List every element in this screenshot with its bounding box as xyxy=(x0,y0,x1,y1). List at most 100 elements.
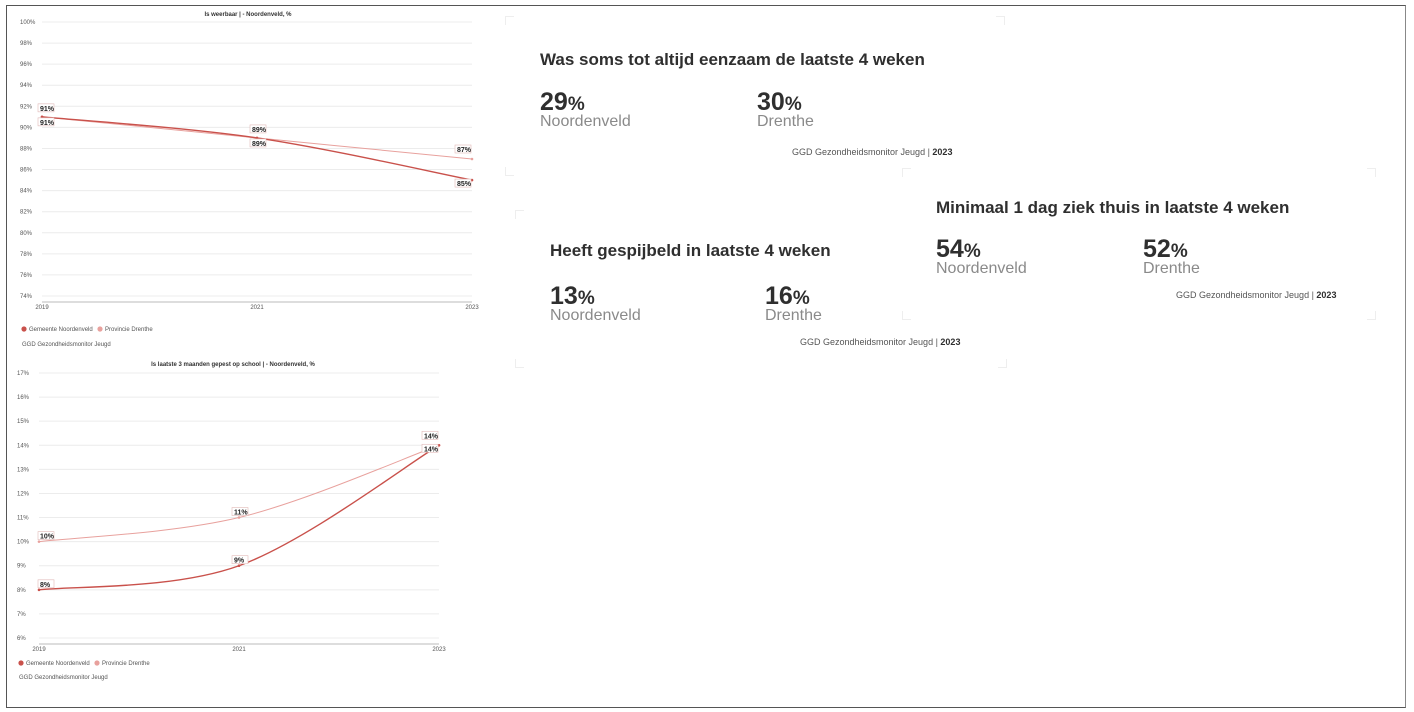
data-label: 89% xyxy=(252,141,267,148)
source-name: GGD Gezondheidsmonitor Jeugd xyxy=(792,147,926,157)
legend-label: Gemeente Noordenveld xyxy=(26,661,90,667)
source-year: 2023 xyxy=(1316,290,1337,300)
chart-source: GGD Gezondheidsmonitor Jeugd xyxy=(22,342,111,348)
y-tick-label: 80% xyxy=(20,231,33,237)
chart-title: Is laatste 3 maanden gepest op school | … xyxy=(151,362,315,368)
legend-marker xyxy=(21,326,27,332)
x-tick-label: 2019 xyxy=(32,647,46,653)
card-source: GGD Gezondheidsmonitor Jeugd | 2023 xyxy=(792,147,953,157)
stat-unit: % xyxy=(963,241,981,262)
y-tick-label: 98% xyxy=(20,41,33,47)
stat-unit: % xyxy=(1170,241,1188,262)
data-point xyxy=(470,178,474,182)
y-tick-label: 90% xyxy=(20,125,33,131)
x-tick-label: 2019 xyxy=(35,305,49,311)
stat-label: Drenthe xyxy=(757,113,814,130)
y-tick-label: 94% xyxy=(20,83,33,89)
data-label: 91% xyxy=(40,106,55,113)
data-label-box xyxy=(249,124,267,134)
source-name: GGD Gezondheidsmonitor Jeugd xyxy=(1176,290,1310,300)
data-point xyxy=(237,564,241,568)
stat-noordenveld: 54% Noordenveld xyxy=(936,235,1027,278)
y-tick-label: 76% xyxy=(20,273,33,279)
y-tick-label: 100% xyxy=(20,20,36,26)
stat-value: 54 xyxy=(936,235,964,263)
chart-source: GGD Gezondheidsmonitor Jeugd xyxy=(19,675,108,681)
stat-label: Drenthe xyxy=(1143,260,1200,277)
data-label-box xyxy=(231,507,249,516)
card-ziek-thuis: Minimaal 1 dag ziek thuis in laatste 4 w… xyxy=(902,168,1376,320)
chart-title: Is weerbaar | - Noordenveld, % xyxy=(204,12,292,18)
card-corner xyxy=(1367,168,1376,177)
stat-noordenveld: 29% Noordenveld xyxy=(540,88,631,131)
card-corner xyxy=(505,167,514,176)
y-tick-label: 8% xyxy=(17,588,26,594)
data-label: 14% xyxy=(424,433,439,440)
data-label: 9% xyxy=(234,558,245,565)
y-tick-label: 92% xyxy=(20,104,33,110)
y-tick-label: 12% xyxy=(17,491,30,497)
y-tick-label: 10% xyxy=(17,540,30,546)
card-corner xyxy=(902,311,911,320)
stat-drenthe: 30% Drenthe xyxy=(757,88,814,131)
y-tick-label: 9% xyxy=(17,564,26,570)
data-label-box xyxy=(421,430,439,440)
card-corner xyxy=(996,16,1005,25)
y-tick-label: 13% xyxy=(17,467,30,473)
stat-label: Drenthe xyxy=(765,307,822,324)
legend-marker xyxy=(18,660,24,666)
y-tick-label: 84% xyxy=(20,189,33,195)
data-label: 91% xyxy=(40,120,55,127)
stat-value: 52 xyxy=(1143,235,1171,263)
dashboard-frame xyxy=(6,5,1406,708)
y-tick-label: 7% xyxy=(17,612,26,618)
y-tick-label: 6% xyxy=(17,636,26,642)
y-tick-label: 96% xyxy=(20,62,33,68)
source-year: 2023 xyxy=(940,337,961,347)
card-corner xyxy=(1367,311,1376,320)
data-point xyxy=(470,157,474,161)
legend-label: Gemeente Noordenveld xyxy=(29,327,93,333)
stat-label: Noordenveld xyxy=(936,260,1027,277)
stat-unit: % xyxy=(577,288,595,309)
data-label-box xyxy=(249,138,267,148)
stat-label: Noordenveld xyxy=(540,113,631,130)
card-corner xyxy=(902,168,911,177)
x-tick-label: 2021 xyxy=(232,647,246,653)
legend-marker xyxy=(94,660,100,666)
stat-unit: % xyxy=(567,94,585,115)
stat-value: 30 xyxy=(757,88,785,116)
chart-weerbaar-svg: Is weerbaar | - Noordenveld, % 100% 98% 96%… xyxy=(20,12,479,348)
data-point xyxy=(437,443,441,447)
data-point xyxy=(37,540,41,543)
data-label-box xyxy=(37,117,55,127)
data-point xyxy=(255,136,259,140)
card-corner xyxy=(505,16,514,25)
y-tick-label: 16% xyxy=(17,395,30,401)
card-source: GGD Gezondheidsmonitor Jeugd | 2023 xyxy=(800,337,961,347)
data-label-box xyxy=(37,531,55,540)
data-label: 87% xyxy=(457,147,472,154)
card-title: Heeft gespijbeld in laatste 4 weken xyxy=(550,241,831,260)
y-tick-label: 15% xyxy=(17,419,30,425)
chart-weerbaar: Is weerbaar | - Noordenveld, % 100% 98% 96%… xyxy=(20,8,480,353)
source-name: GGD Gezondheidsmonitor Jeugd xyxy=(800,337,934,347)
data-label-box xyxy=(454,178,472,188)
y-tick-label: 17% xyxy=(17,371,30,377)
stat-drenthe: 52% Drenthe xyxy=(1143,235,1200,278)
y-tick-label: 88% xyxy=(20,146,33,152)
data-label-box xyxy=(421,443,439,453)
data-label: 11% xyxy=(234,510,248,517)
data-label-box xyxy=(231,555,249,565)
card-source: GGD Gezondheidsmonitor Jeugd | 2023 xyxy=(1176,290,1337,300)
chart-gepest-svg: Is laatste 3 maanden gepest op school | … xyxy=(17,362,446,681)
stat-value: 16 xyxy=(765,282,793,310)
data-label: 14% xyxy=(424,446,439,453)
y-tick-label: 78% xyxy=(20,252,33,258)
data-point xyxy=(37,588,41,592)
data-label: 85% xyxy=(457,181,472,188)
y-tick-label: 74% xyxy=(20,294,33,300)
legend-label: Provincie Drenthe xyxy=(102,661,150,667)
data-label-box xyxy=(454,144,472,154)
data-label-box xyxy=(37,103,55,113)
